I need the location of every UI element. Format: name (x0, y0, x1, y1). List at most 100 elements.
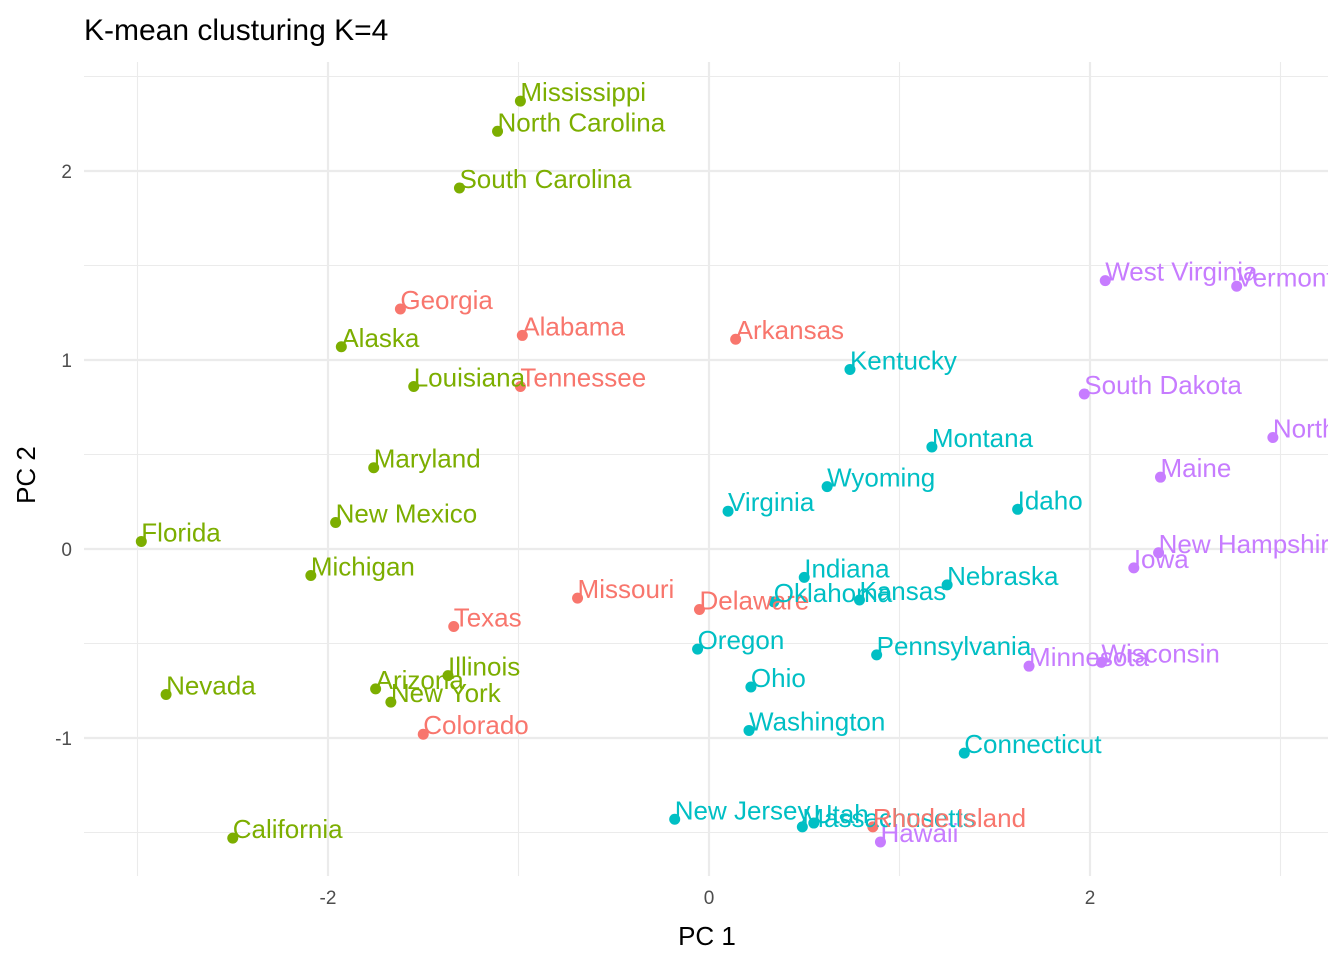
point-label: Illinois (448, 652, 520, 682)
point-label: Iowa (1134, 544, 1189, 574)
point-label: Vermont (1237, 262, 1335, 292)
point-label: Kansas (859, 576, 946, 606)
point-label: Georgia (400, 285, 493, 315)
point-label: North Carolina (498, 107, 666, 137)
data-point (1095, 656, 1107, 668)
point-label: North Dakota (1273, 413, 1344, 443)
point-label: Washington (749, 706, 885, 736)
chart-title: K-mean clusturing K=4 (84, 14, 388, 47)
point-label: Indiana (804, 553, 890, 583)
data-point (692, 643, 704, 655)
data-point (394, 303, 406, 315)
y-tick-label: -1 (55, 729, 72, 750)
point-label: Oregon (698, 625, 785, 655)
data-point (958, 747, 970, 759)
x-axis-ticks: -2 0 2 (320, 888, 1096, 909)
data-point (669, 813, 681, 825)
data-point (453, 182, 465, 194)
point-label: Nebraska (947, 561, 1059, 591)
point-label: Maine (1160, 453, 1231, 483)
point-label: Idaho (1018, 485, 1083, 515)
data-point (160, 689, 172, 701)
data-point (941, 579, 953, 591)
data-point (796, 821, 808, 833)
point-label: California (233, 814, 343, 844)
point-label: Louisiana (414, 362, 526, 392)
data-point (1231, 280, 1243, 292)
point-label: South Dakota (1084, 370, 1242, 400)
y-tick-label: 0 (61, 540, 72, 561)
point-label: Montana (932, 423, 1034, 453)
data-point (1078, 388, 1090, 400)
data-point (853, 594, 865, 606)
data-point (867, 821, 879, 833)
point-label: Maryland (374, 444, 481, 474)
point-label: Virginia (728, 487, 815, 517)
point-label: Alaska (341, 323, 420, 353)
point-label: New Jersey (675, 795, 811, 825)
data-point (926, 441, 938, 453)
point-label: Michigan (311, 551, 415, 581)
data-point (743, 724, 755, 736)
data-point (408, 380, 420, 392)
y-tick-label: 2 (61, 162, 72, 183)
data-point (1154, 471, 1166, 483)
data-point (516, 329, 528, 341)
point-label: Florida (141, 517, 221, 547)
point-label: Wyoming (827, 463, 935, 493)
data-point (385, 696, 397, 708)
data-point (693, 603, 705, 615)
data-point (1023, 660, 1035, 672)
data-point (871, 649, 883, 661)
data-point (730, 333, 742, 345)
point-label: Hawaii (880, 818, 958, 848)
point-label: Arizona (376, 665, 465, 695)
data-point (1099, 275, 1111, 287)
data-point (821, 481, 833, 493)
point-label: Massachusetts (802, 803, 975, 833)
data-point (745, 681, 757, 693)
data-point (417, 728, 429, 740)
point-label: Nevada (166, 671, 256, 701)
point-label: New Hampshire (1159, 529, 1344, 559)
point-label: Rhode Island (873, 803, 1026, 833)
y-axis-ticks: -1 0 1 2 (55, 162, 72, 750)
y-tick-label: 1 (61, 351, 72, 372)
point-label: Texas (454, 602, 522, 632)
data-point (227, 832, 239, 844)
data-point (1012, 503, 1024, 515)
point-label: Oklahoma (774, 578, 893, 608)
data-point (722, 505, 734, 517)
point-label: Connecticut (964, 729, 1102, 759)
point-label: West Virginia (1105, 257, 1258, 287)
point-labels: Alabama Alaska Arizona Arkansas California Co… (141, 77, 1344, 848)
point-label: South Carolina (459, 164, 632, 194)
point-label: Tennessee (520, 362, 646, 392)
point-label: Ohio (751, 663, 806, 693)
data-point (798, 571, 810, 583)
data-point (768, 596, 780, 608)
point-label: Wisconsin (1101, 638, 1219, 668)
data-point (1128, 562, 1140, 574)
data-point (370, 683, 382, 695)
y-axis-title: PC 2 (11, 446, 41, 504)
point-label: Kentucky (850, 345, 957, 375)
data-point (335, 341, 347, 353)
point-label: Missouri (578, 574, 675, 604)
point-label: New York (391, 678, 502, 708)
data-points (135, 95, 1279, 848)
data-point (1153, 547, 1165, 559)
point-label: Pennsylvania (877, 631, 1032, 661)
data-point (808, 817, 820, 829)
data-point (874, 836, 886, 848)
data-point (514, 95, 526, 107)
point-label: Alabama (522, 311, 625, 341)
data-point (1267, 431, 1279, 443)
point-label: Colorado (423, 710, 529, 740)
data-point (135, 535, 147, 547)
point-label: Arkansas (736, 315, 844, 345)
data-point (368, 462, 380, 474)
x-tick-label: 2 (1085, 888, 1096, 909)
data-point (442, 670, 454, 682)
